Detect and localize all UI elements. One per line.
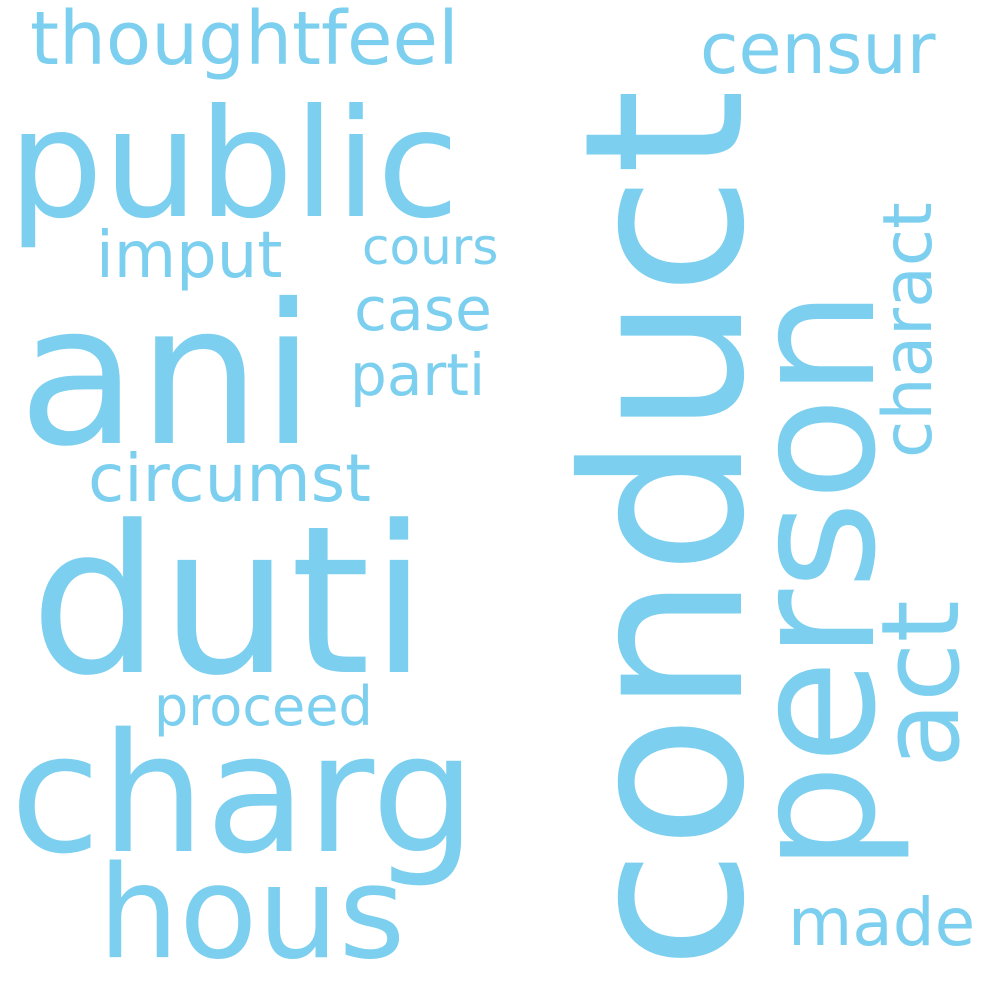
word-charact: charact bbox=[869, 202, 948, 458]
word-circumst: circumst bbox=[88, 440, 371, 517]
word-parti: parti bbox=[350, 341, 486, 409]
word-duti: duti bbox=[30, 483, 428, 721]
word-hous: hous bbox=[98, 839, 406, 988]
word-censur: censur bbox=[700, 8, 936, 90]
word-thoughtfeel: thoughtfeel bbox=[30, 0, 459, 82]
word-case: case bbox=[354, 275, 492, 345]
word-proceed: proceed bbox=[154, 675, 373, 738]
word-cours: cours bbox=[362, 218, 499, 276]
word-charg: charg bbox=[10, 698, 477, 890]
word-act: act bbox=[859, 600, 984, 768]
word-ani: ani bbox=[18, 262, 316, 489]
word-imput: imput bbox=[96, 219, 283, 293]
word-public: public bbox=[8, 78, 460, 252]
word-made: made bbox=[788, 884, 976, 961]
